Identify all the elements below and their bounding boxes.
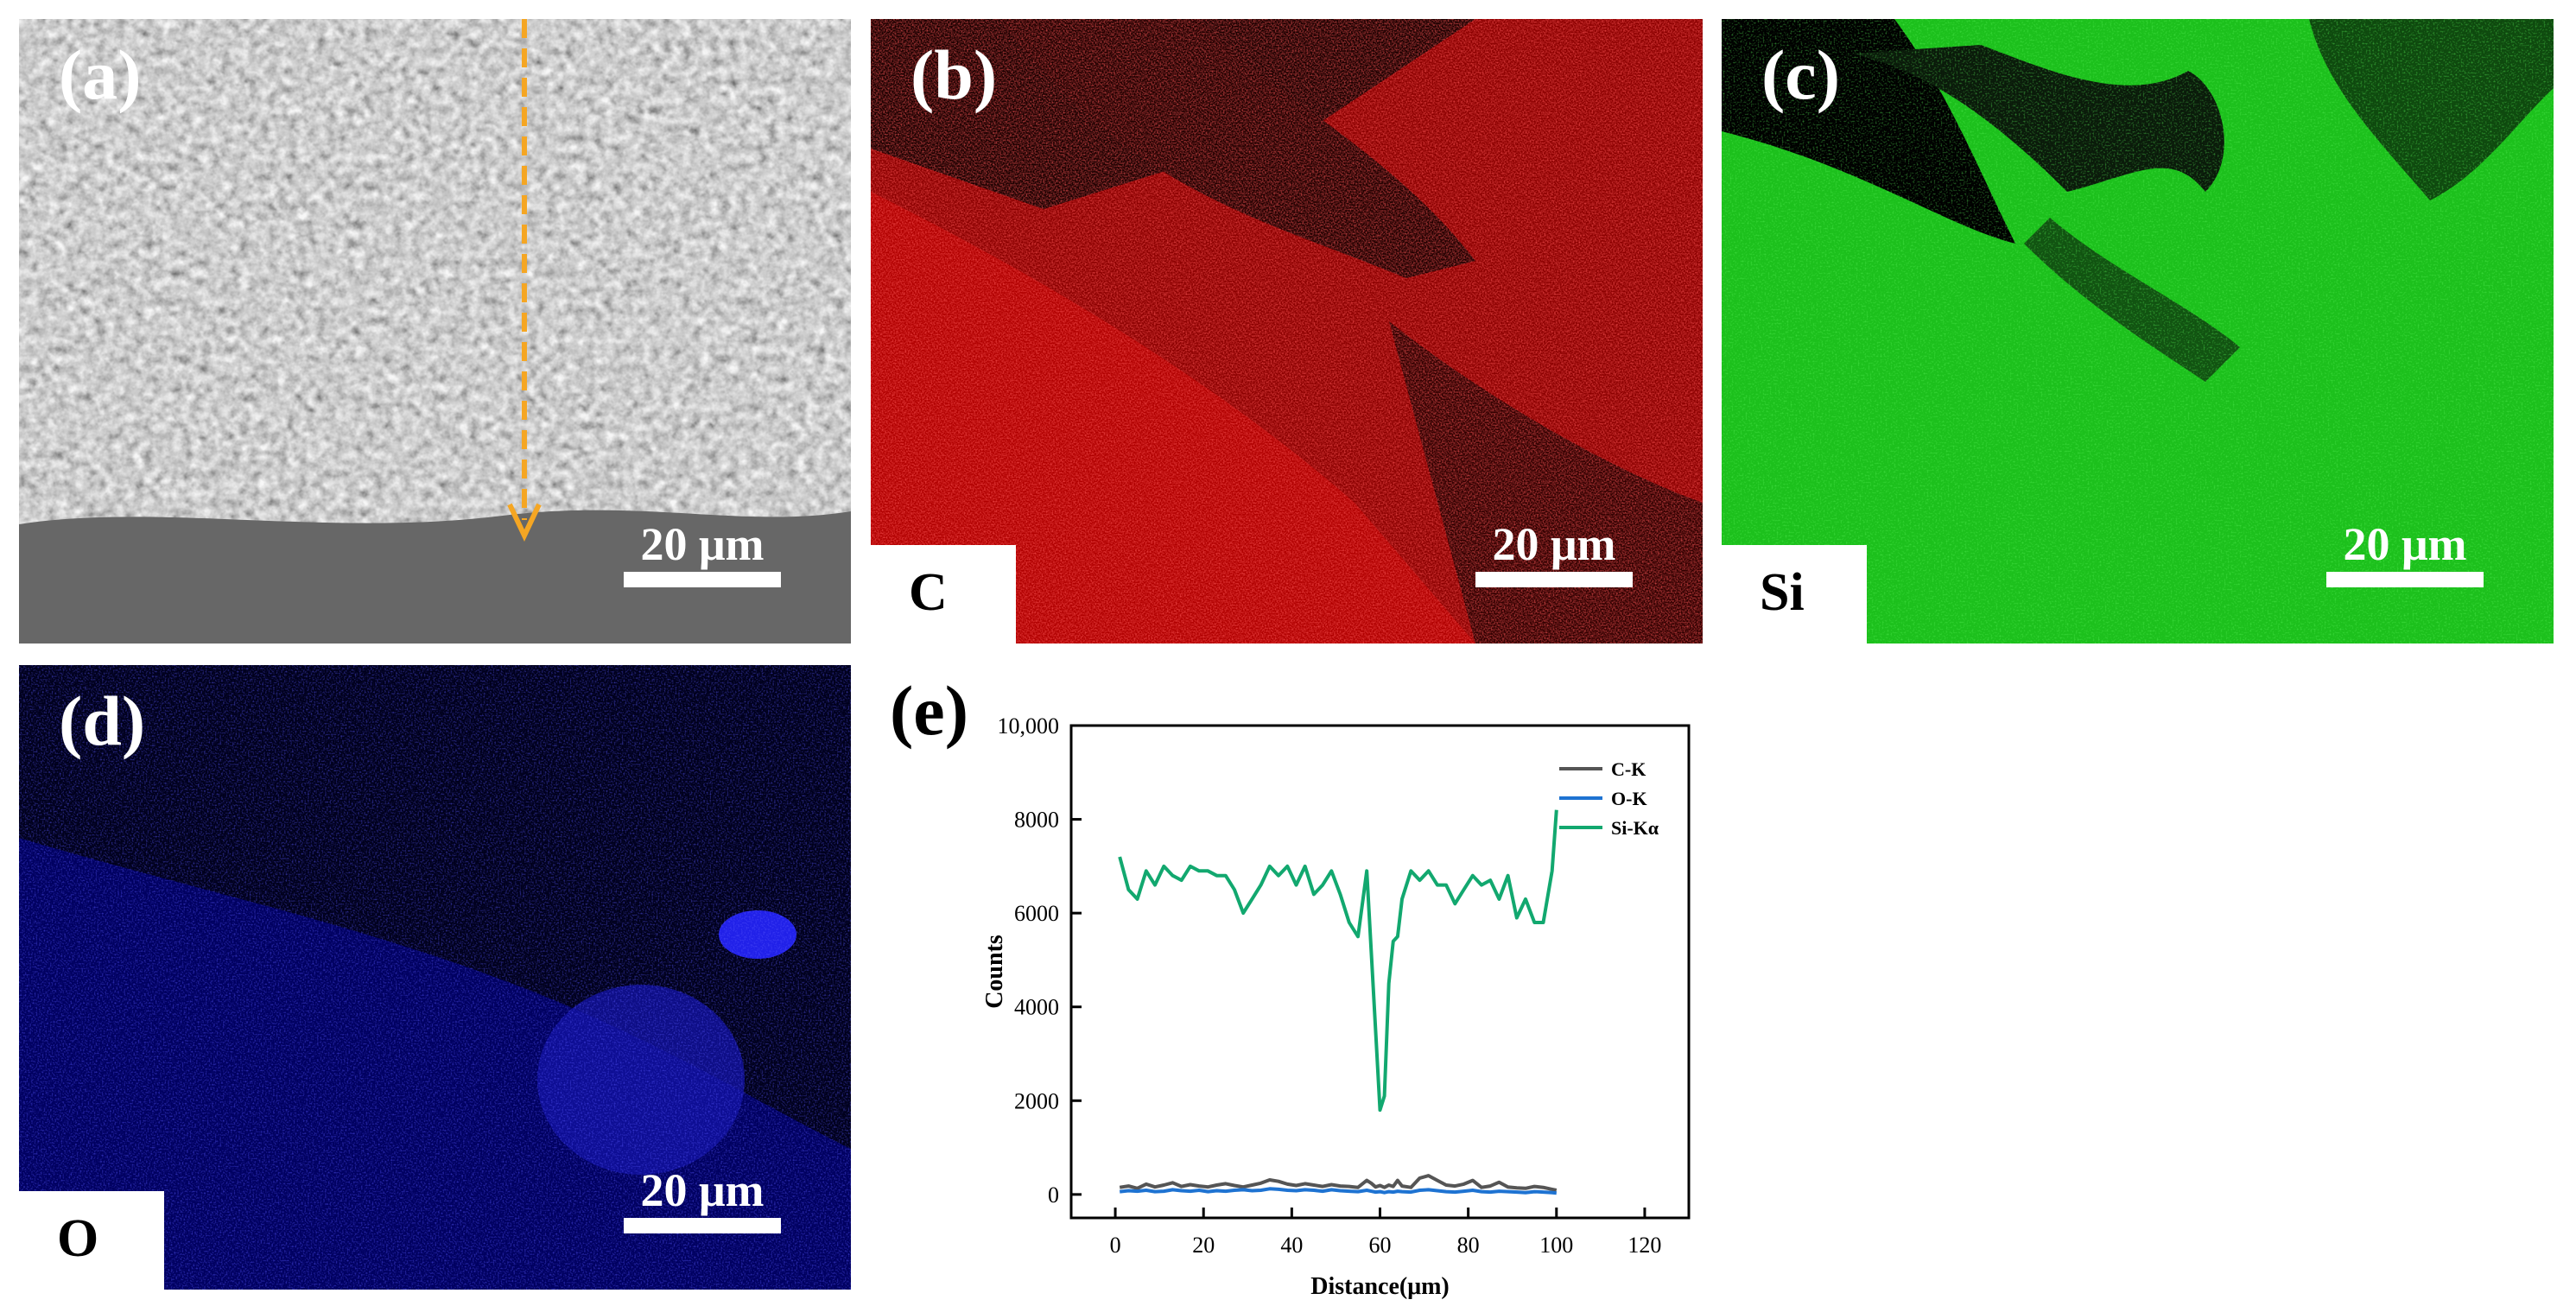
panel-label-c: (c)	[1761, 35, 1841, 114]
legend-label-c-k: C-K	[1611, 758, 1646, 780]
x-tick-label: 60	[1369, 1233, 1392, 1258]
x-tick-label: 80	[1457, 1233, 1480, 1258]
y-axis-label: Counts	[981, 935, 1008, 1009]
chart-series	[1118, 809, 1558, 1195]
x-axis-label: Distance(μm)	[1310, 1273, 1450, 1300]
legend-label-si-k-: Si-Kα	[1611, 817, 1659, 839]
element-label-box-o: O	[19, 1191, 164, 1290]
eds-map-oxygen: (d) 20 μm O	[19, 665, 851, 1290]
eds-map-silicon: (c) 20 μm Si	[1722, 19, 2554, 643]
scale-bar-label-b: 20 μm	[1492, 518, 1616, 570]
panel-label-a: (a)	[59, 35, 142, 114]
y-tick-label: 4000	[1014, 995, 1059, 1020]
line-scan-chart: (e) 0 20 40 60 80 100 120 0 2000 4000 6000 8000 10,0…	[890, 671, 1691, 1300]
y-tick-label: 10,000	[998, 713, 1060, 739]
panel-label-b: (b)	[910, 35, 998, 114]
element-label-c: C	[909, 563, 948, 622]
carbon-map-image	[871, 19, 1703, 643]
element-label-box-si: Si	[1722, 545, 1867, 643]
x-tick-label: 100	[1539, 1233, 1573, 1258]
chart-legend: C-K O-K Si-Kα	[1559, 758, 1659, 839]
sem-micrograph	[19, 19, 851, 643]
element-label-o: O	[57, 1209, 99, 1268]
series-line-si-k-	[1118, 809, 1558, 1113]
element-label-box-c: C	[871, 545, 1016, 643]
eds-map-carbon: (b) 20 μm C	[871, 19, 1703, 643]
x-tick-label: 0	[1110, 1233, 1121, 1258]
scale-bar-line-d	[624, 1218, 781, 1233]
oxygen-map-image	[19, 665, 851, 1290]
scale-bar-label-c: 20 μm	[2343, 518, 2467, 570]
scale-bar-d: 20 μm	[624, 1164, 781, 1233]
series-line-o-k	[1119, 1187, 1557, 1195]
y-tick-label: 0	[1048, 1182, 1059, 1208]
scale-bar-a: 20 μm	[624, 518, 781, 587]
scale-bar-line-c	[2326, 572, 2484, 587]
series-line-c-k	[1119, 1174, 1558, 1192]
legend-label-o-k: O-K	[1611, 788, 1647, 809]
scale-bar-c: 20 μm	[2326, 518, 2484, 587]
scale-bar-line-b	[1475, 572, 1633, 587]
scale-bar-b: 20 μm	[1475, 518, 1633, 587]
y-tick-label: 6000	[1014, 901, 1059, 926]
x-tick-label: 120	[1627, 1233, 1661, 1258]
chart-axes: 0 20 40 60 80 100 120 0 2000 4000 6000 8000 10,000 Di…	[981, 713, 1691, 1300]
scale-bar-line-a	[624, 572, 781, 587]
y-tick-label: 8000	[1014, 808, 1059, 833]
x-tick-label: 40	[1280, 1233, 1303, 1258]
scale-bar-label-a: 20 μm	[640, 518, 765, 570]
panel-label-d: (d)	[59, 682, 146, 760]
silicon-map-image	[1722, 19, 2554, 643]
x-tick-label: 20	[1192, 1233, 1215, 1258]
y-tick-label: 2000	[1014, 1088, 1059, 1113]
line-scan-arrowhead	[507, 503, 542, 542]
panel-label-e: (e)	[890, 671, 968, 750]
line-scan-chart-panel: (e) 0 20 40 60 80 100 120 0 2000 4000 6000 8000 10,0…	[864, 665, 1728, 1304]
scale-bar-label-d: 20 μm	[640, 1164, 765, 1216]
element-label-si: Si	[1760, 563, 1805, 622]
sem-image-panel: (a) 20 μm	[19, 19, 851, 643]
